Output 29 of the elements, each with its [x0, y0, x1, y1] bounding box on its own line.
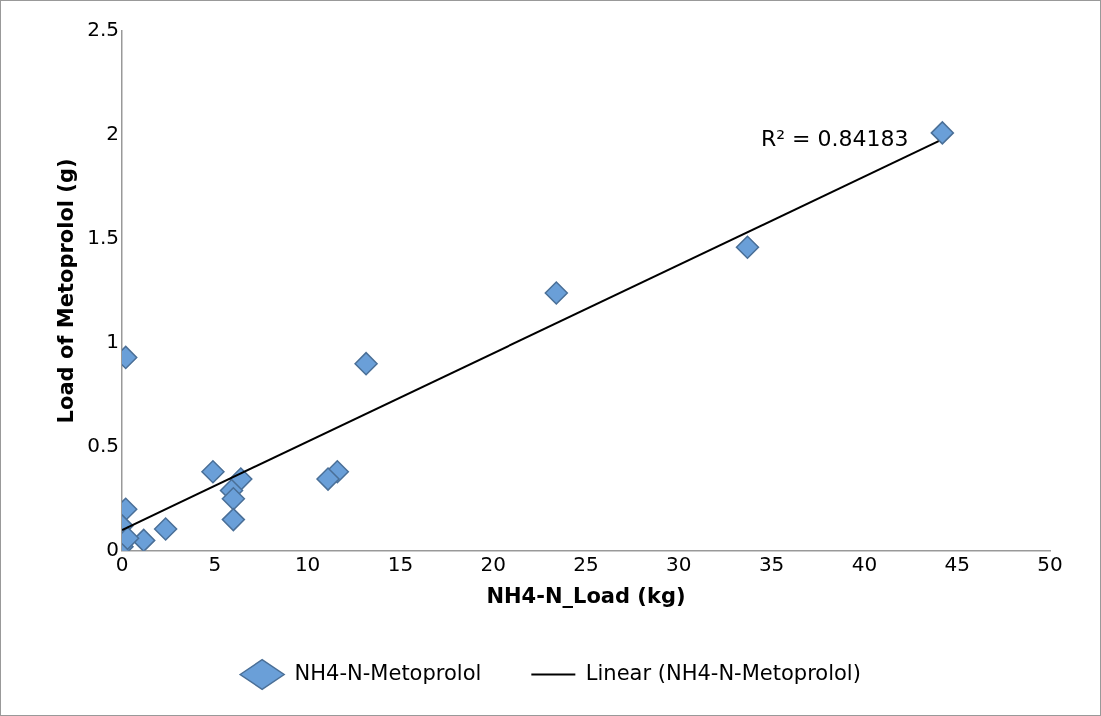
point — [221, 507, 246, 532]
x-tick-label: 20 — [480, 552, 506, 576]
x-axis-title: NH4-N_Load (kg) — [486, 583, 686, 608]
x-tick-label: 30 — [666, 552, 692, 576]
x-tick-label: 15 — [387, 552, 414, 576]
x-tick-label: 40 — [851, 552, 878, 576]
y-tick-label: 0.5 — [87, 433, 120, 458]
annotation: R² = 0.84183 — [760, 125, 909, 151]
point — [201, 460, 225, 484]
x-tick-label: 45 — [944, 552, 970, 576]
y-tick-label: 2.5 — [87, 17, 120, 42]
legend-label: NH4-N-Metoprolol — [294, 660, 482, 685]
y-tick-label: 2 — [106, 121, 120, 146]
point — [735, 235, 760, 259]
y-axis-title: Load of Metoprolol (g) — [54, 158, 79, 424]
point — [354, 351, 378, 376]
x-tick-label: 5 — [208, 552, 222, 576]
y-tick-label: 1 — [106, 329, 120, 354]
point — [153, 517, 178, 541]
point — [930, 121, 955, 145]
x-tick-label: 35 — [758, 552, 785, 576]
point — [544, 281, 569, 305]
point — [221, 487, 246, 511]
x-tick-label: 50 — [1037, 552, 1063, 576]
point — [316, 467, 340, 491]
x-tick-label: 10 — [294, 552, 321, 576]
y-tick-label: 1.5 — [87, 225, 120, 250]
legend-label: Linear (NH4-N-Metoprolol) — [585, 660, 861, 685]
x-tick-label: 25 — [573, 552, 599, 576]
